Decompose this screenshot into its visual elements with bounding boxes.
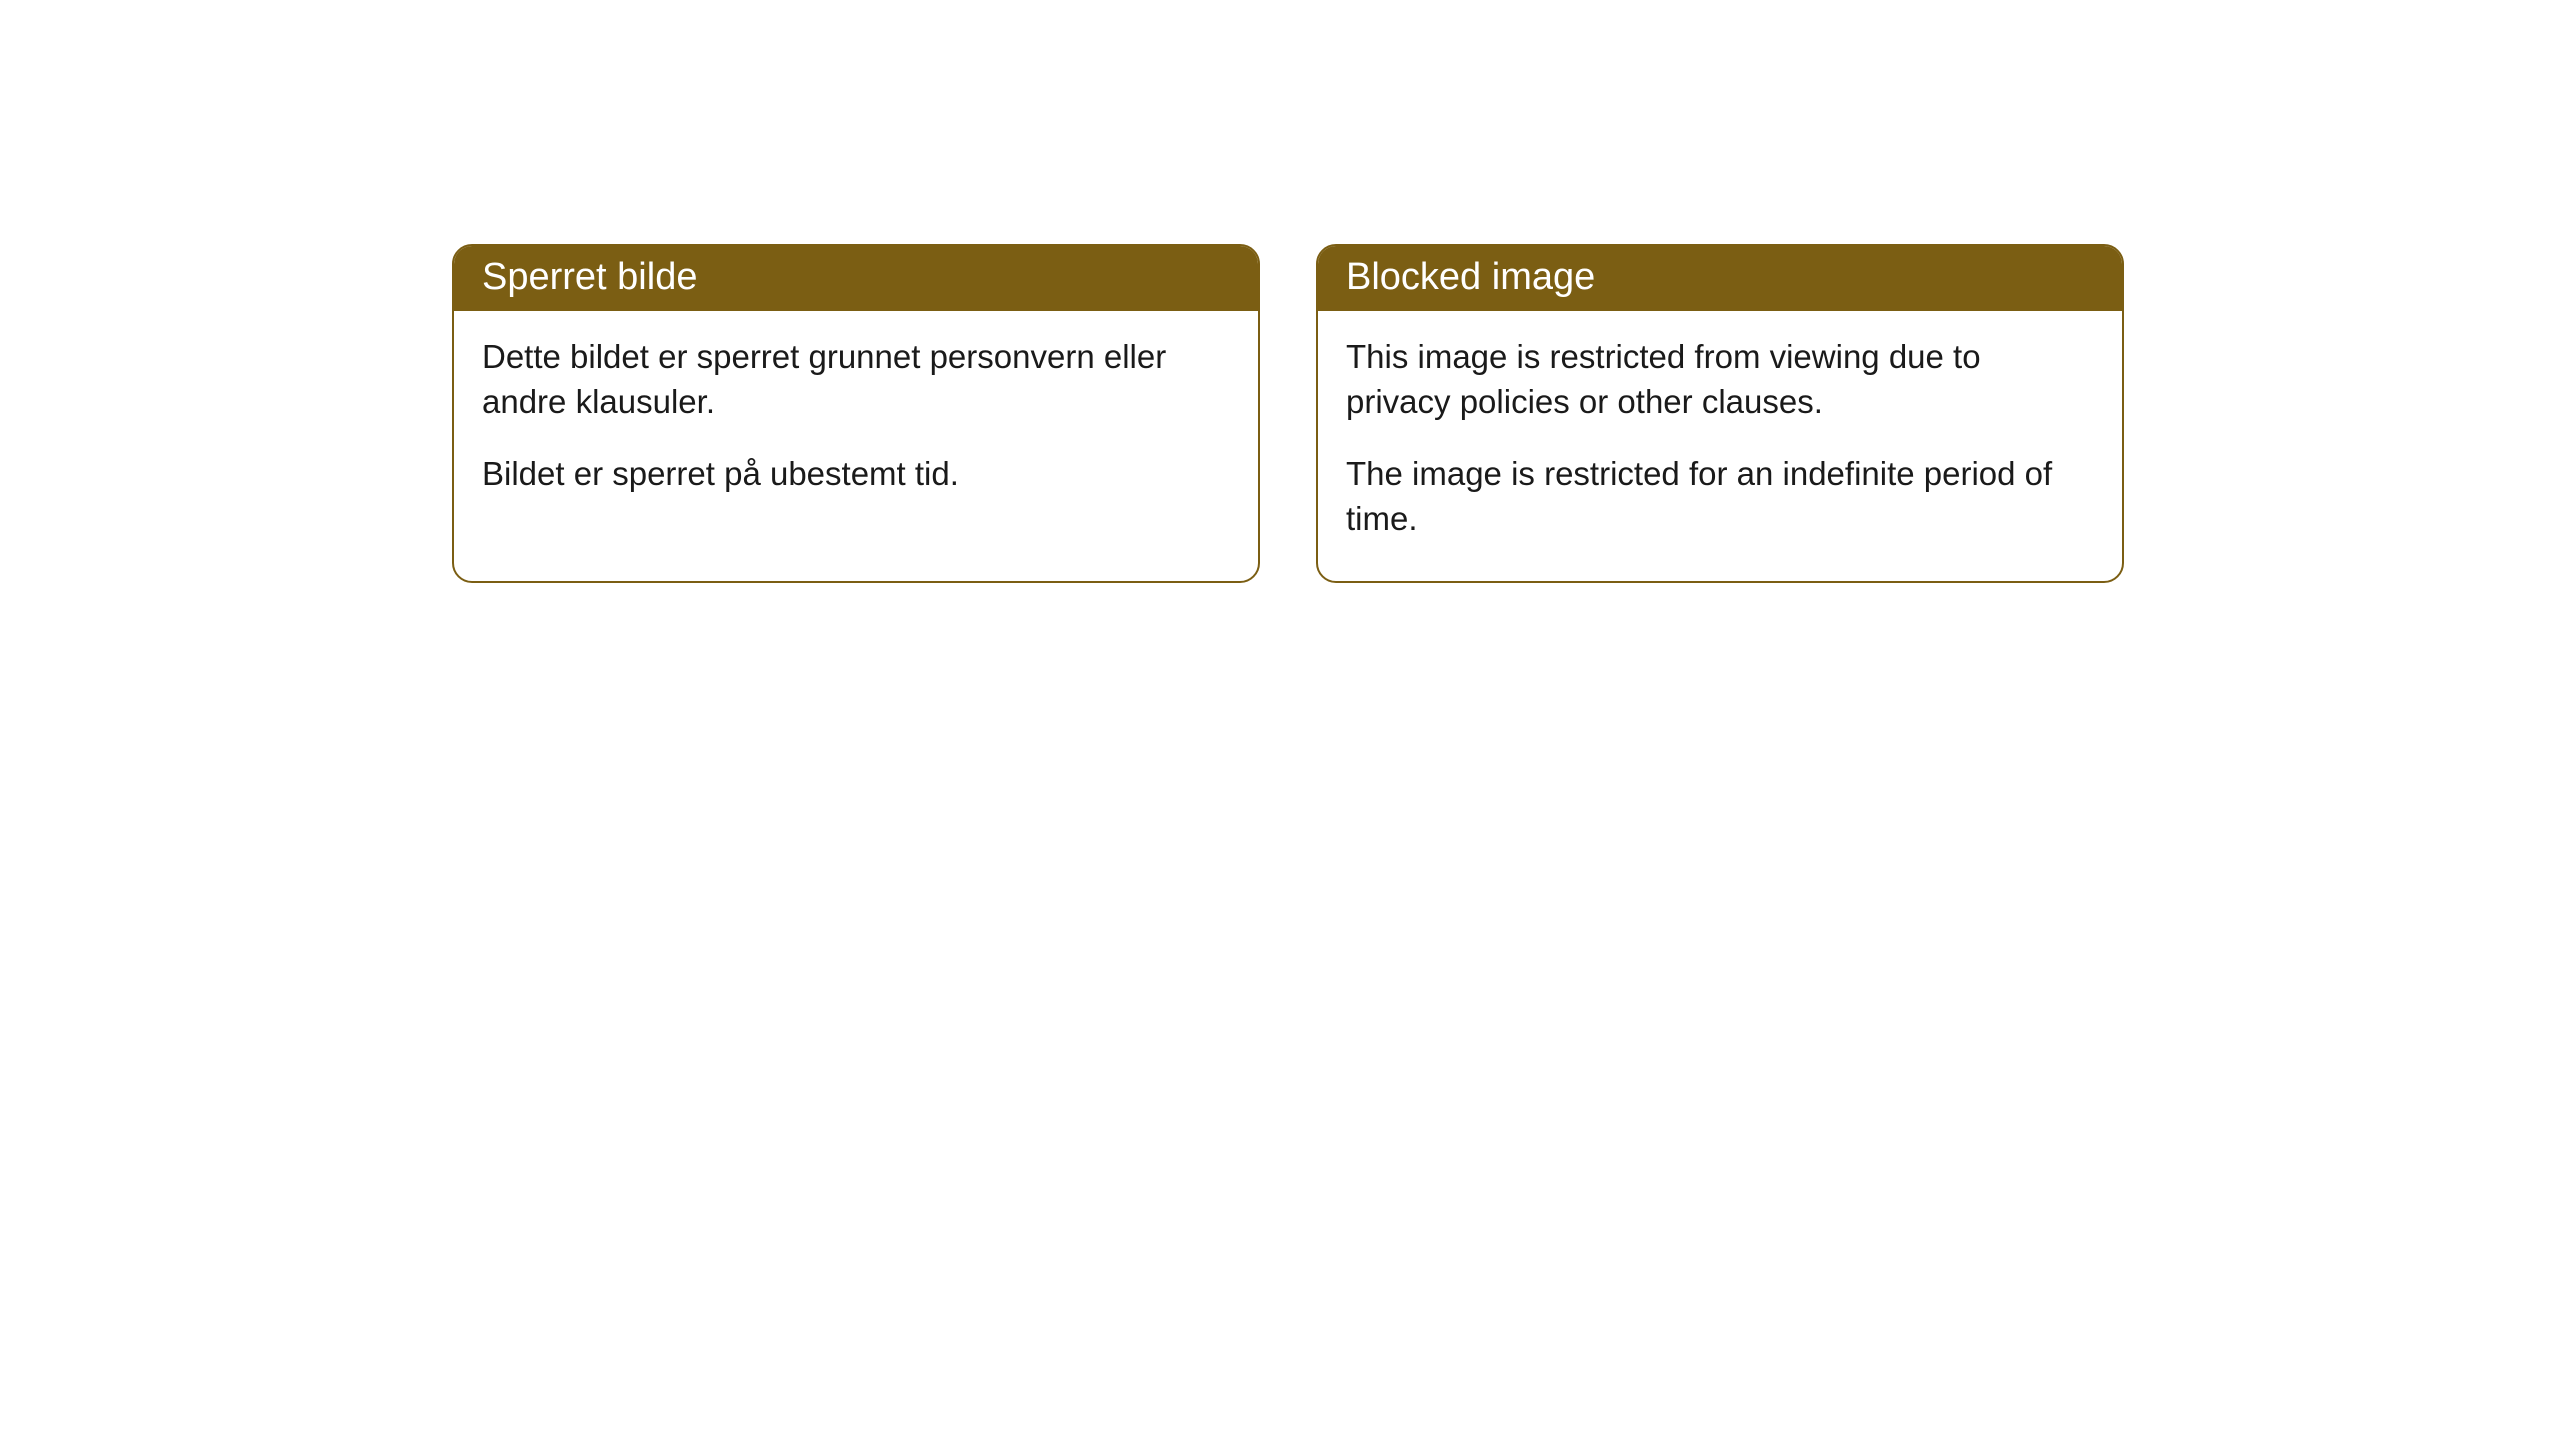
card-paragraph: Dette bildet er sperret grunnet personve…: [482, 335, 1230, 424]
notice-cards-container: Sperret bilde Dette bildet er sperret gr…: [0, 0, 2560, 583]
card-header: Blocked image: [1318, 246, 2122, 311]
card-header: Sperret bilde: [454, 246, 1258, 311]
card-paragraph: The image is restricted for an indefinit…: [1346, 452, 2094, 541]
notice-card-english: Blocked image This image is restricted f…: [1316, 244, 2124, 583]
card-body: Dette bildet er sperret grunnet personve…: [454, 311, 1258, 537]
card-paragraph: This image is restricted from viewing du…: [1346, 335, 2094, 424]
card-body: This image is restricted from viewing du…: [1318, 311, 2122, 581]
card-paragraph: Bildet er sperret på ubestemt tid.: [482, 452, 1230, 497]
notice-card-norwegian: Sperret bilde Dette bildet er sperret gr…: [452, 244, 1260, 583]
